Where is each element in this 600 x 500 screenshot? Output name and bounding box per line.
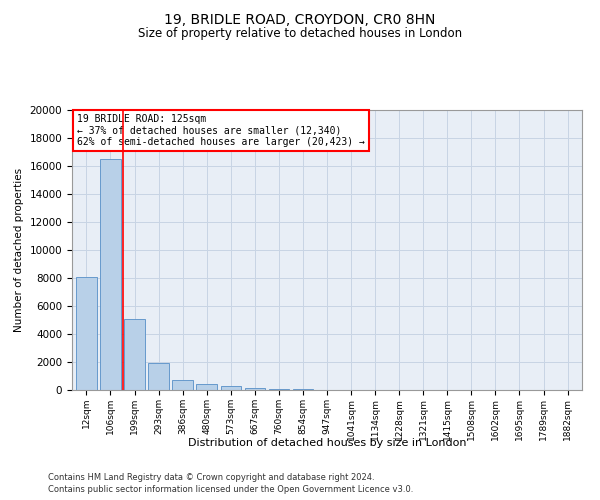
Bar: [196, 384, 217, 390]
Bar: [172, 380, 193, 390]
Text: 19 BRIDLE ROAD: 125sqm
← 37% of detached houses are smaller (12,340)
62% of semi: 19 BRIDLE ROAD: 125sqm ← 37% of detached…: [77, 114, 365, 148]
Bar: [269, 388, 289, 390]
Y-axis label: Number of detached properties: Number of detached properties: [14, 168, 24, 332]
Bar: [221, 386, 241, 390]
Bar: [100, 159, 121, 390]
Text: Contains HM Land Registry data © Crown copyright and database right 2024.: Contains HM Land Registry data © Crown c…: [48, 472, 374, 482]
Bar: [76, 278, 97, 390]
Bar: [124, 318, 145, 390]
Bar: [148, 364, 169, 390]
Text: 19, BRIDLE ROAD, CROYDON, CR0 8HN: 19, BRIDLE ROAD, CROYDON, CR0 8HN: [164, 12, 436, 26]
Bar: [245, 388, 265, 390]
Text: Distribution of detached houses by size in London: Distribution of detached houses by size …: [188, 438, 466, 448]
Text: Contains public sector information licensed under the Open Government Licence v3: Contains public sector information licen…: [48, 485, 413, 494]
Text: Size of property relative to detached houses in London: Size of property relative to detached ho…: [138, 28, 462, 40]
